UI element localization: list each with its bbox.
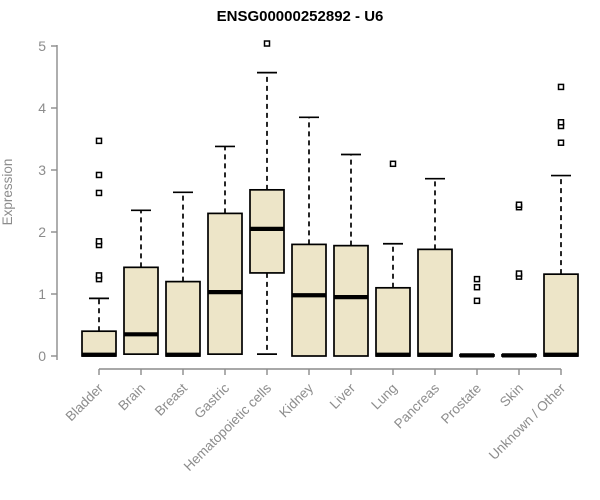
iqr-box	[333, 244, 369, 357]
box-prostate	[459, 275, 495, 358]
x-tick-label: Prostate	[438, 381, 484, 427]
x-tick-label: Liver	[327, 380, 359, 412]
iqr-box	[543, 273, 579, 357]
outlier-point	[515, 270, 523, 277]
x-tick-label: Lung	[368, 381, 400, 413]
x-tick-label: Bladder	[63, 380, 107, 424]
outlier-point	[557, 139, 565, 146]
outlier-point	[389, 160, 397, 168]
outlier-point	[95, 272, 103, 279]
box-skin	[501, 201, 537, 358]
box-pancreas	[417, 177, 453, 357]
box-lung	[375, 160, 411, 357]
chart-title: ENSG00000252892 - U6	[216, 8, 384, 25]
outlier-point	[263, 40, 271, 47]
box-unknown-other	[543, 83, 579, 357]
y-tick-label: 1	[38, 286, 46, 302]
x-tick-label: Kidney	[276, 380, 316, 420]
y-tick-label: 0	[38, 348, 46, 364]
box-kidney	[291, 116, 327, 357]
outlier-point	[473, 283, 481, 291]
box-bladder	[81, 137, 117, 357]
outlier-point	[515, 201, 523, 208]
box-gastric	[207, 145, 243, 355]
iqr-box	[291, 243, 327, 357]
y-tick-label: 3	[38, 162, 46, 178]
iqr-box	[207, 212, 243, 355]
y-tick-label: 4	[38, 100, 46, 116]
y-tick-label: 2	[38, 224, 46, 240]
x-tick-label: Gastric	[191, 380, 232, 421]
box-brain	[123, 209, 159, 355]
x-tick-label: Brain	[115, 381, 148, 414]
x-tick-label: Unknown / Other	[486, 380, 569, 463]
outlier-point	[95, 137, 103, 145]
outlier-point	[95, 171, 103, 179]
outlier-point	[473, 275, 481, 283]
outlier-point	[95, 189, 103, 197]
iqr-box	[123, 266, 159, 355]
x-tick-label: Pancreas	[391, 380, 442, 431]
x-tick-label: Breast	[152, 380, 190, 418]
iqr-box	[165, 280, 201, 357]
iqr-box	[249, 188, 285, 274]
outlier-point	[557, 119, 565, 126]
iqr-box	[417, 248, 453, 357]
y-tick-label: 5	[38, 38, 46, 54]
box-breast	[165, 191, 201, 357]
iqr-box	[375, 286, 411, 357]
box-hematopoietic-cells	[249, 40, 285, 355]
box-liver	[333, 153, 369, 357]
iqr-box	[81, 330, 117, 357]
outlier-point	[557, 83, 565, 91]
outlier-point	[95, 238, 103, 245]
x-tick-label: Skin	[497, 381, 526, 410]
outlier-point	[473, 297, 481, 305]
